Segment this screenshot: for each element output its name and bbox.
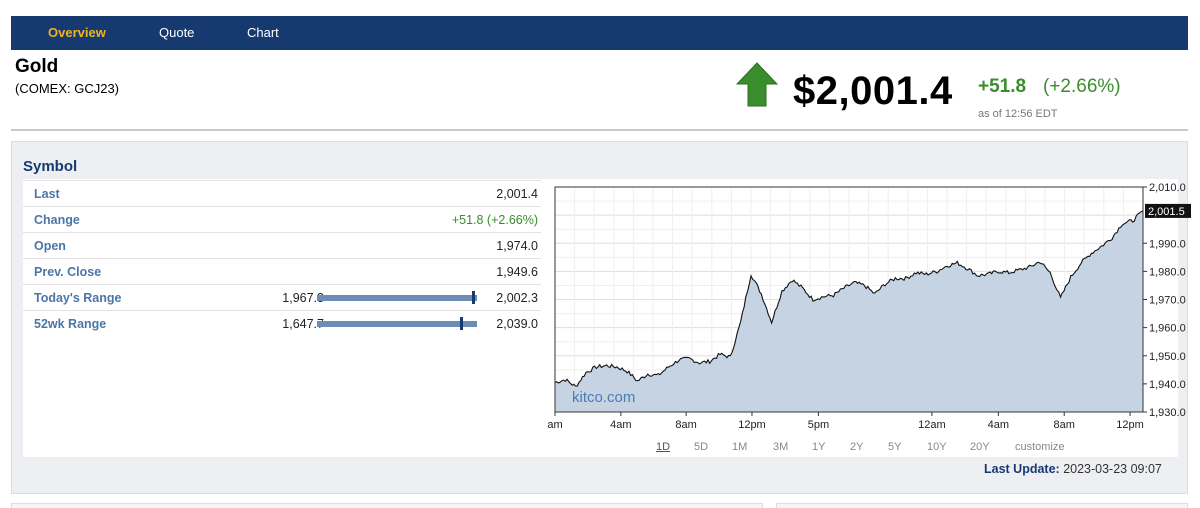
tab-overview[interactable]: Overview: [48, 25, 106, 40]
tab-quote[interactable]: Quote: [159, 25, 195, 40]
period-1y[interactable]: 1Y: [812, 441, 826, 453]
next-panel-edge: [11, 503, 763, 508]
up-arrow-icon: [736, 62, 778, 107]
range-bar: [317, 321, 477, 327]
last-update-value: 2023-03-23 09:07: [1063, 462, 1162, 476]
x-tick-label: 8am: [1054, 419, 1075, 431]
price-change-percent: (+2.66%): [1043, 76, 1121, 97]
x-tick-label: 12pm: [738, 419, 766, 431]
x-tick-label: 4am: [610, 419, 631, 431]
row-value: +51.8 (+2.66%): [451, 213, 538, 227]
x-tick-label: 12am: [918, 419, 946, 431]
period-20y[interactable]: 20Y: [970, 441, 990, 453]
tab-chart[interactable]: Chart: [247, 25, 279, 40]
range-marker: [459, 317, 463, 330]
as-of-timestamp: as of 12:56 EDT: [978, 108, 1058, 120]
next-panel-edge: [776, 503, 1188, 508]
row-label: 52wk Range: [34, 317, 107, 331]
row-todays-range: Today's Range 1,967.3 2,002.3: [23, 284, 541, 310]
range-marker: [472, 291, 476, 304]
last-value-badge: [1145, 203, 1191, 218]
row-value: 1,949.6: [496, 265, 538, 279]
y-tick-label: 1,990.0: [1149, 238, 1186, 250]
row-label: Today's Range: [34, 291, 122, 305]
y-tick-label: 1,940.0: [1149, 379, 1186, 391]
period-2y[interactable]: 2Y: [850, 441, 864, 453]
ticker-subtitle: (COMEX: GCJ23): [15, 81, 120, 96]
period-3m[interactable]: 3M: [773, 441, 789, 453]
x-tick-label: am: [547, 419, 562, 431]
last-update: Last Update: 2023-03-23 09:07: [984, 462, 1162, 476]
row-label: Prev. Close: [34, 265, 102, 279]
y-tick-label: 1,970.0: [1149, 295, 1186, 307]
y-tick-label: 2,010.0: [1149, 182, 1186, 194]
last-update-label: Last Update:: [984, 462, 1060, 476]
row-value: 2,001.4: [496, 187, 538, 201]
symbol-panel: Symbol Last 2,001.4 Change +51.8 (+2.66%…: [11, 141, 1191, 494]
price-chart[interactable]: kitco.com 2,010.0 1,990.0 1,980.0 1,970.0 1,9…: [542, 182, 1192, 432]
watermark: kitco.com: [572, 389, 635, 406]
row-52wk-range: 52wk Range 1,647.7 2,039.0: [23, 310, 541, 336]
current-price: $2,001.4: [793, 69, 953, 113]
range-bar: [317, 295, 477, 301]
last-value-label: 2,001.5: [1148, 206, 1185, 218]
y-tick-label: 1,950.0: [1149, 351, 1186, 363]
period-customize[interactable]: customize: [1015, 441, 1065, 453]
x-tick-label: 8am: [675, 419, 696, 431]
x-tick-label: 4am: [988, 419, 1009, 431]
series-area: [555, 210, 1143, 412]
range-low: 1,647.7: [282, 317, 324, 331]
period-5d[interactable]: 5D: [694, 441, 709, 453]
header-divider: [11, 129, 1188, 131]
range-low: 1,967.3: [282, 291, 324, 305]
row-prev-close: Prev. Close 1,949.6: [23, 258, 541, 284]
y-tick-label: 1,980.0: [1149, 266, 1186, 278]
period-1m[interactable]: 1M: [732, 441, 748, 453]
row-open: Open 1,974.0: [23, 232, 541, 258]
row-value: 1,974.0: [496, 239, 538, 253]
period-5y[interactable]: 5Y: [888, 441, 902, 453]
row-label: Change: [34, 213, 80, 227]
x-tick-label: 5pm: [808, 419, 829, 431]
range-high: 2,002.3: [496, 291, 538, 305]
price-change: +51.8: [978, 76, 1027, 97]
x-tick-label: 12pm: [1116, 419, 1144, 431]
series-line: [554, 210, 1144, 387]
row-label: Last: [34, 187, 60, 201]
panel-title: Symbol: [23, 158, 78, 175]
top-nav: Overview Quote Chart: [11, 16, 1188, 50]
row-label: Open: [34, 239, 66, 253]
y-tick-label: 1,960.0: [1149, 323, 1186, 335]
y-tick-label: 1,930.0: [1149, 407, 1186, 419]
range-high: 2,039.0: [496, 317, 538, 331]
row-change: Change +51.8 (+2.66%): [23, 206, 541, 232]
row-last: Last 2,001.4: [23, 180, 541, 206]
page-title: Gold: [15, 56, 59, 77]
period-10y[interactable]: 10Y: [927, 441, 947, 453]
period-1d[interactable]: 1D: [656, 441, 671, 453]
